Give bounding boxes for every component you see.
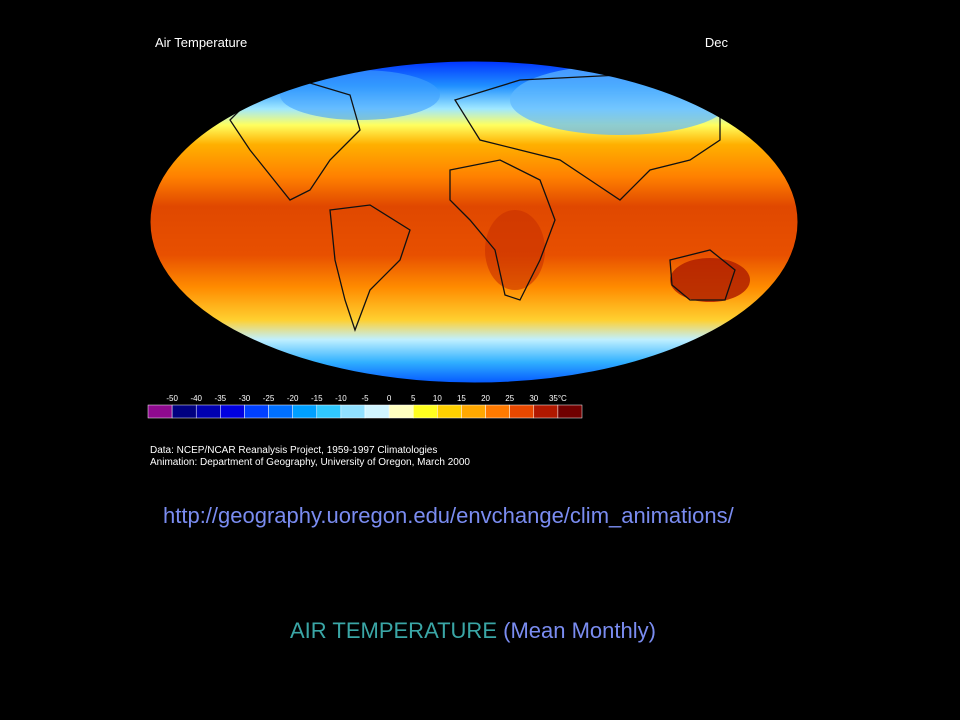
source-url[interactable]: http://geography.uoregon.edu/envchange/c… — [163, 503, 734, 528]
legend-label: 10 — [433, 394, 442, 403]
legend-label: 20 — [481, 394, 490, 403]
legend-swatch — [316, 404, 342, 419]
color-legend: -50 -40 -35 -30 -25 -20 -15 -10 -5 0 5 10 15 20 25 30 35… — [147, 394, 583, 419]
legend-swatch — [412, 404, 438, 419]
legend-label: -25 — [263, 394, 275, 403]
legend-swatch — [244, 404, 269, 419]
legend-swatch — [461, 404, 486, 419]
slide-caption: AIR TEMPERATURE (Mean Monthly) — [290, 618, 656, 644]
legend-swatch — [147, 404, 173, 419]
map-month: Dec — [705, 35, 729, 50]
warm-region — [485, 210, 545, 290]
legend-swatch — [437, 404, 462, 419]
legend-swatch — [292, 404, 318, 419]
legend-label: -40 — [190, 394, 202, 403]
map-title: Air Temperature — [155, 35, 247, 50]
legend-label: 5 — [411, 394, 416, 403]
legend-swatch — [388, 404, 414, 419]
legend-swatch — [171, 404, 197, 419]
legend-label: 15 — [457, 394, 466, 403]
map-outline — [149, 60, 799, 384]
caption-sub: (Mean Monthly) — [503, 618, 656, 643]
legend-swatch — [533, 404, 559, 419]
legend-label: -5 — [361, 394, 369, 403]
legend-swatch — [195, 404, 221, 419]
cold-region — [280, 70, 440, 120]
legend-swatch — [340, 404, 366, 419]
legend-swatch — [364, 404, 390, 419]
legend-swatch — [557, 404, 583, 419]
legend-label: 30 — [529, 394, 538, 403]
warm-region — [670, 258, 750, 302]
caption-main: AIR TEMPERATURE — [290, 618, 497, 643]
legend-label: -30 — [239, 394, 251, 403]
legend-swatch — [509, 404, 535, 419]
legend-label: 25 — [505, 394, 514, 403]
legend-label: -10 — [335, 394, 347, 403]
legend-label: -35 — [215, 394, 227, 403]
legend-label: -20 — [287, 394, 299, 403]
legend-swatch — [220, 404, 245, 419]
credit-line: Data: NCEP/NCAR Reanalysis Project, 1959… — [150, 445, 437, 456]
credit-line: Animation: Department of Geography, Univ… — [150, 457, 470, 468]
legend-swatch — [485, 404, 510, 419]
temperature-field — [150, 61, 798, 383]
legend-label: 35°C — [549, 394, 567, 403]
legend-label: -50 — [166, 394, 178, 403]
legend-label: 0 — [387, 394, 392, 403]
legend-swatch — [268, 404, 293, 419]
legend-label: -15 — [311, 394, 323, 403]
